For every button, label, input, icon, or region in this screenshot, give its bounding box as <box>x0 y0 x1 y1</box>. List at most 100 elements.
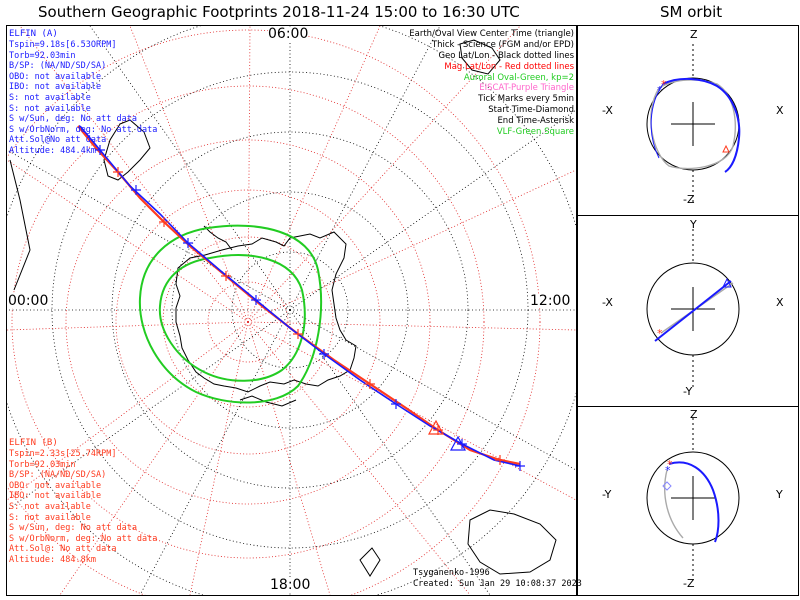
auroral-oval-outer <box>138 224 323 404</box>
hour-label-top: 06:00 <box>268 26 309 42</box>
new-zealand <box>359 547 381 577</box>
figure-title: Southern Geographic Footprints 2018-11-2… <box>38 3 520 21</box>
sm-start-asterisk-b: * <box>661 78 667 91</box>
sm-end-triangle <box>722 144 730 153</box>
sm2-label-right: X <box>776 296 784 309</box>
map-frame <box>6 25 577 596</box>
elfin-a-tick <box>251 295 261 305</box>
sm1-label-left: -X <box>602 104 613 117</box>
elfin-b-info: ELFIN (B) Tspin=2.33s[25.74RPM] Torb=92.0… <box>9 439 157 567</box>
info-line: S: not available <box>9 512 91 523</box>
elfin-a-name: ELFIN (A) <box>9 29 58 39</box>
elfin-a-info: ELFIN (A) Tspin=9.18s[6.53ORPM] Torb=92.0… <box>9 30 157 158</box>
auroral-oval <box>138 224 323 404</box>
legend-item: Tick Marks every 5min <box>478 94 574 105</box>
sm1-label-top: Z <box>690 28 698 41</box>
info-line: S: not available <box>9 501 91 512</box>
legend-item: VLF-Green Square <box>496 127 574 138</box>
sm-orbit-a <box>668 461 720 543</box>
elfin-b-tick <box>159 217 169 227</box>
orbit-tracks <box>77 125 525 471</box>
sm1-label-right: X <box>776 104 784 117</box>
elfin-a-tick <box>391 399 401 409</box>
sm-end-diamond <box>662 481 672 491</box>
legend-item: EISCAT-Purple Triangle <box>479 83 574 94</box>
sm2-label-bottom: -Y <box>683 385 693 398</box>
sm-frame-2 <box>577 215 799 407</box>
sm-panel-xz: * * <box>646 44 741 204</box>
info-line: Tspin=2.33s[25.74RPM] <box>9 449 117 459</box>
hour-label-left: 00:00 <box>8 293 49 309</box>
sm2-label-top: Y <box>690 218 697 231</box>
elfin-b-tick <box>293 329 303 339</box>
elfin-a-center-triangle <box>449 435 467 451</box>
antarctic-peninsula <box>203 225 233 251</box>
info-line: B/SP: (NA/ND/SD/SA) <box>9 470 107 481</box>
sm-start-asterisk: * <box>657 84 663 97</box>
geo-grid <box>7 26 576 595</box>
info-line: IBO: not available <box>9 82 102 93</box>
sm-start-asterisk-b: * <box>667 458 673 471</box>
australia <box>467 509 557 575</box>
legend-item: Thick - Science (FGM and/or EPD) <box>431 39 574 50</box>
legend-item: Geo Lat/Lon - Black dotted lines <box>438 50 574 61</box>
elfin-b-tick <box>365 379 375 389</box>
elfin-b-tick <box>221 271 231 281</box>
legend-item: End Time-Asterisk <box>497 116 574 127</box>
elfin-a-tick <box>131 185 141 195</box>
sm3-label-right: Y <box>776 488 783 501</box>
info-line: Att.Sol@: No att data <box>9 544 117 555</box>
map-legend: Earth/Oval View Center Time (triangle) Th… <box>409 30 574 139</box>
elfin-b-center-triangle <box>427 419 445 435</box>
sm-start-asterisk: * <box>665 464 671 477</box>
sm-orbit-a <box>662 78 741 173</box>
legend-item: Start Time-Diamond <box>488 105 574 116</box>
elfin-b-tick <box>113 167 123 177</box>
info-line: S: not available <box>9 103 91 114</box>
sm-orbit-a <box>654 280 732 342</box>
sm-frame-3 <box>577 406 799 596</box>
info-line: Att.Sol@No att data <box>9 135 107 146</box>
elfin-b-name: ELFIN (B) <box>9 438 58 448</box>
info-line: OBO: not available <box>9 71 102 82</box>
legend-item: Earth/Oval View Center Time (triangle) <box>409 29 574 39</box>
sm-panel-yz: * * <box>646 418 740 578</box>
info-line: Torb=92.03min <box>9 50 76 61</box>
hour-label-bottom: 18:00 <box>270 577 311 593</box>
info-line: S w/OrbNorm, deg: No att data <box>9 533 158 544</box>
sm3-label-bottom: -Z <box>683 577 695 590</box>
sm-frame-1 <box>577 25 799 216</box>
info-line: Altitude: 484.4km <box>9 145 96 156</box>
sm-start-asterisk: * <box>657 327 663 340</box>
info-line: S w/Sun, deg: No att data <box>9 523 137 534</box>
antarctica-coast <box>175 231 357 393</box>
elfin-a-tick <box>515 461 525 471</box>
elfin-a-track <box>79 125 521 467</box>
sm3-label-left: -Y <box>602 488 612 501</box>
africa-tip <box>459 39 501 75</box>
elfin-b-lines: Tspin=2.33s[25.74RPM] Torb=92.03min B/SP: … <box>9 450 157 567</box>
info-line: S w/Sun, deg: No att data <box>9 114 137 125</box>
info-line: B/SP: (NA/ND/SD/SA) <box>9 61 107 72</box>
sm-panel-xy: * <box>646 229 740 389</box>
elfin-a-tick <box>95 145 105 155</box>
legend-item: Mag Lat/Lon - Red dotted lines <box>444 61 574 72</box>
hour-label-right: 12:00 <box>530 293 571 309</box>
sm-orbit-a-thin <box>650 83 664 159</box>
sm2-label-left: -X <box>602 296 613 309</box>
info-line: S w/OrbNorm, deg: No att data <box>9 124 158 135</box>
legend-item: Auroral Oval-Green, kp=2 <box>463 72 574 83</box>
sm-orbit-b <box>664 469 684 539</box>
created-label: Created: Sun Jan 29 10:08:37 2023 <box>413 579 582 589</box>
west-coast <box>9 159 31 291</box>
info-line: Torb=92.03min <box>9 459 76 470</box>
elfin-a-lines: Tspin=9.18s[6.53ORPM] Torb=92.03min B/SP: … <box>9 41 157 158</box>
auroral-oval-inner <box>158 254 306 382</box>
south-america <box>103 119 151 181</box>
info-line: IBO: not available <box>9 491 102 502</box>
sm1-label-bottom: -Z <box>683 193 695 206</box>
sm-end-triangle <box>722 277 732 288</box>
elfin-b-tick <box>495 455 505 465</box>
